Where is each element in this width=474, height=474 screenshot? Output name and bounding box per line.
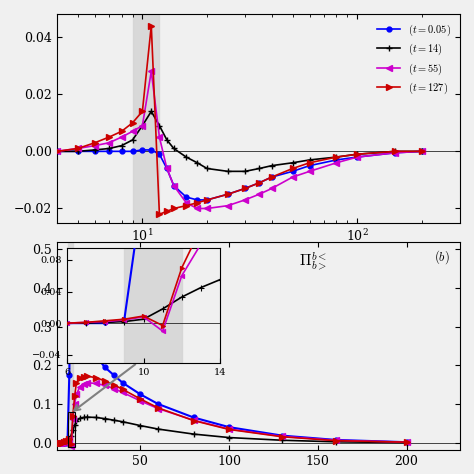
Text: $\Pi_{b>}^{b<}$: $\Pi_{b>}^{b<}$ [299,250,327,273]
Bar [133,14,159,223]
Text: $(b)$: $(b)$ [434,248,450,266]
Legend: $(t =0.05)$, $(t =14)$, $(t =55)$, $(t =127)$: $(t =0.05)$, $(t =14)$, $(t =55)$, $(t =… [374,19,455,100]
X-axis label: $k$: $k$ [253,245,264,262]
Bar [67,242,73,450]
Bar [67,412,74,447]
